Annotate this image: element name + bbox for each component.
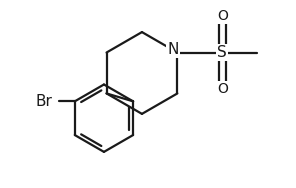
Text: S: S	[218, 45, 227, 60]
Text: O: O	[217, 82, 228, 96]
Text: O: O	[217, 9, 228, 23]
Text: N: N	[167, 42, 179, 58]
Text: Br: Br	[36, 94, 52, 109]
